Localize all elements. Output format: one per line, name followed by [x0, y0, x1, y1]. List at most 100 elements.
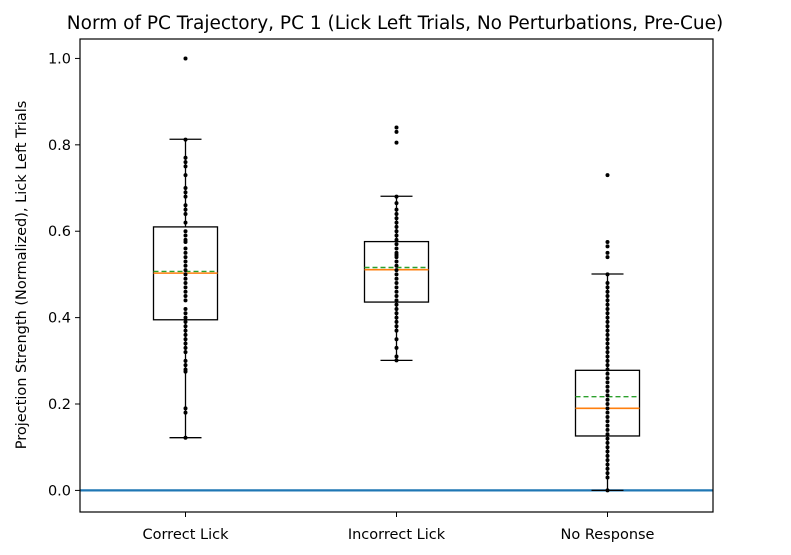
data-point-2-25 — [605, 363, 610, 368]
data-point-2-23 — [605, 354, 610, 359]
y-tick-label-5: 1.0 — [48, 51, 71, 67]
data-point-2-13 — [605, 311, 610, 316]
data-point-2-4 — [605, 255, 610, 260]
data-point-0-40 — [183, 350, 188, 355]
data-point-2-21 — [605, 345, 610, 350]
data-point-2-16 — [605, 324, 610, 329]
data-point-1-11 — [394, 233, 399, 238]
data-point-2-10 — [605, 298, 610, 303]
y-tick-label-2: 0.4 — [48, 311, 71, 327]
data-point-1-33 — [394, 324, 399, 329]
data-point-0-32 — [183, 315, 188, 320]
data-point-1-18 — [394, 259, 399, 264]
data-point-0-30 — [183, 306, 188, 311]
data-point-1-19 — [394, 263, 399, 268]
data-point-0-1 — [183, 137, 188, 142]
data-point-0-29 — [183, 298, 188, 303]
x-tick-label-1: Incorrect Lick — [348, 527, 446, 543]
data-point-1-25 — [394, 289, 399, 294]
y-tick-label-4: 0.8 — [48, 138, 71, 154]
data-point-0-20 — [183, 259, 188, 264]
data-point-2-43 — [605, 440, 610, 445]
data-point-1-8 — [394, 220, 399, 225]
data-point-1-1 — [394, 129, 399, 134]
data-point-2-0 — [605, 173, 610, 178]
data-point-0-39 — [183, 345, 188, 350]
data-point-2-33 — [605, 397, 610, 402]
data-point-0-25 — [183, 281, 188, 286]
data-point-0-21 — [183, 263, 188, 268]
data-point-2-30 — [605, 384, 610, 389]
data-point-2-34 — [605, 402, 610, 407]
data-point-0-12 — [183, 220, 188, 225]
y-axis-label: Projection Strength (Normalized), Lick L… — [14, 101, 30, 450]
data-point-1-26 — [394, 294, 399, 299]
data-point-0-22 — [183, 268, 188, 273]
data-point-2-11 — [605, 302, 610, 307]
data-point-0-11 — [183, 211, 188, 216]
data-point-0-47 — [183, 435, 188, 440]
data-point-0-18 — [183, 250, 188, 255]
data-point-0-3 — [183, 160, 188, 165]
data-point-2-36 — [605, 410, 610, 415]
data-point-2-41 — [605, 432, 610, 437]
data-point-1-4 — [394, 201, 399, 206]
data-point-2-38 — [605, 419, 610, 424]
data-point-1-28 — [394, 302, 399, 307]
data-point-0-26 — [183, 285, 188, 290]
data-point-2-44 — [605, 445, 610, 450]
data-point-0-17 — [183, 246, 188, 251]
data-point-1-36 — [394, 345, 399, 350]
data-point-2-20 — [605, 341, 610, 346]
data-point-2-40 — [605, 427, 610, 432]
data-point-0-16 — [183, 240, 188, 245]
data-point-0-45 — [183, 406, 188, 411]
data-point-2-51 — [605, 475, 610, 480]
data-point-1-38 — [394, 358, 399, 363]
y-tick-label-0: 0.0 — [48, 483, 71, 499]
data-point-2-5 — [605, 272, 610, 277]
data-point-2-45 — [605, 449, 610, 454]
data-point-0-0 — [183, 56, 188, 61]
chart-title: Norm of PC Trajectory, PC 1 (Lick Left T… — [67, 13, 723, 34]
data-point-0-46 — [183, 410, 188, 415]
data-point-2-47 — [605, 458, 610, 463]
data-point-1-5 — [394, 207, 399, 212]
x-tick-label-2: No Response — [561, 527, 655, 543]
data-point-1-34 — [394, 328, 399, 333]
data-point-2-2 — [605, 244, 610, 249]
data-point-0-8 — [183, 194, 188, 199]
data-point-0-4 — [183, 164, 188, 169]
data-point-1-7 — [394, 216, 399, 221]
data-point-1-2 — [394, 140, 399, 145]
data-point-2-39 — [605, 423, 610, 428]
data-point-2-50 — [605, 471, 610, 476]
data-point-0-19 — [183, 255, 188, 260]
data-point-2-12 — [605, 306, 610, 311]
data-point-2-35 — [605, 406, 610, 411]
data-point-2-22 — [605, 350, 610, 355]
data-point-1-24 — [394, 285, 399, 290]
data-point-0-6 — [183, 186, 188, 191]
data-point-0-38 — [183, 341, 188, 346]
data-point-2-31 — [605, 389, 610, 394]
data-point-0-44 — [183, 369, 188, 374]
data-point-2-27 — [605, 371, 610, 376]
data-point-1-17 — [394, 255, 399, 260]
plot-area: Correct Lick Incorrect Lick No Response 0.0… — [48, 38, 714, 543]
data-point-2-24 — [605, 358, 610, 363]
data-point-1-30 — [394, 311, 399, 316]
data-point-1-0 — [394, 125, 399, 130]
data-point-0-28 — [183, 294, 188, 299]
data-point-0-13 — [183, 229, 188, 234]
data-point-0-36 — [183, 332, 188, 337]
axes-frame — [79, 38, 714, 513]
data-point-0-14 — [183, 233, 188, 238]
x-tick-label-0: Correct Lick — [142, 527, 229, 543]
data-point-2-1 — [605, 240, 610, 245]
y-tick-label-3: 0.6 — [48, 224, 71, 240]
data-point-2-18 — [605, 332, 610, 337]
data-point-2-26 — [605, 367, 610, 372]
data-point-0-10 — [183, 207, 188, 212]
